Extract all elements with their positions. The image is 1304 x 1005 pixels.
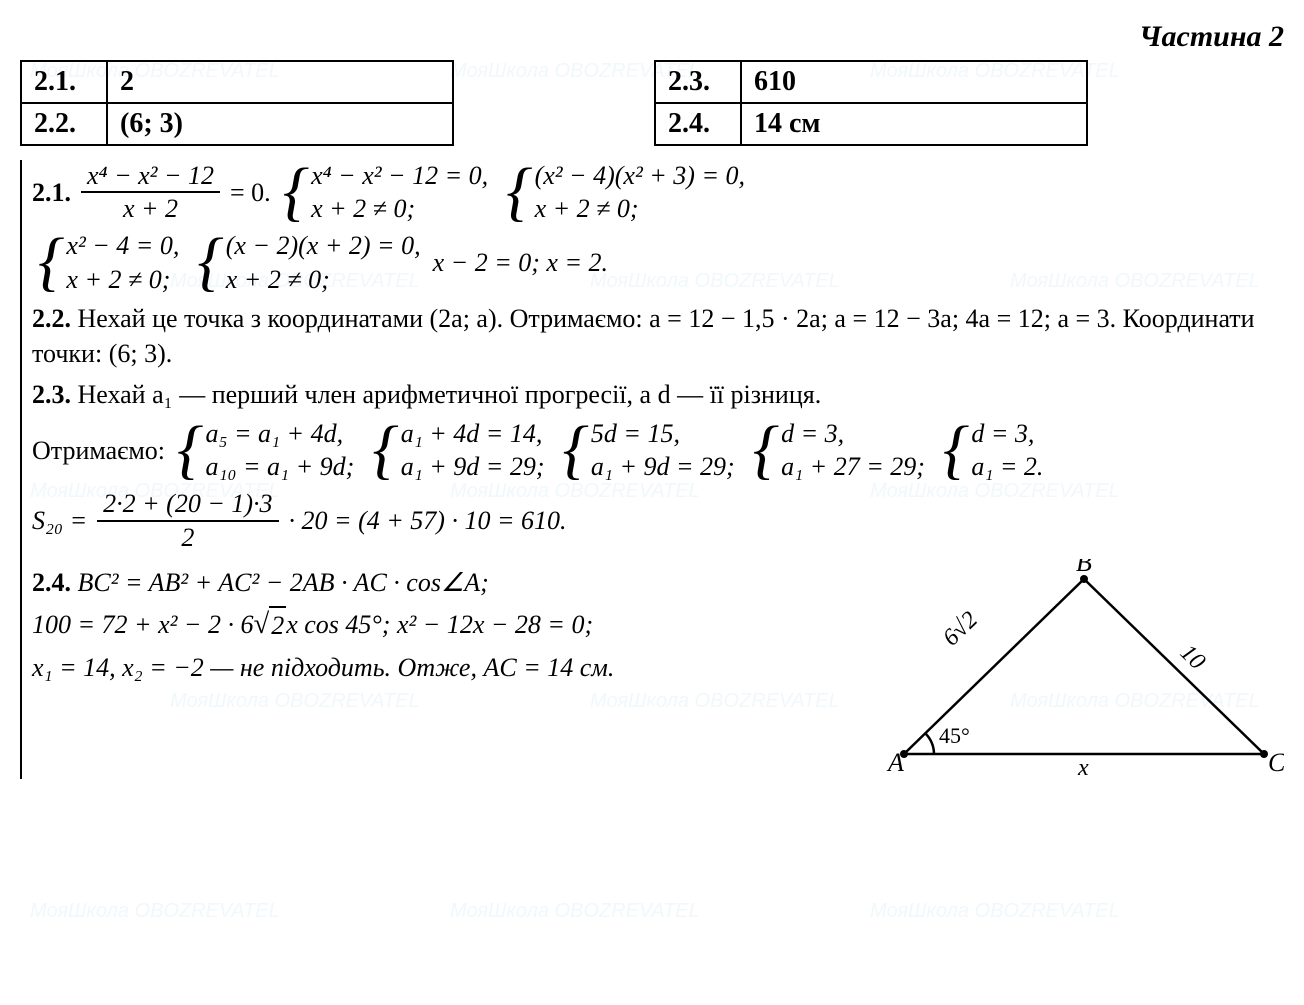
numerator: x⁴ − x² − 12 <box>81 160 220 193</box>
problem-label: 2.1. <box>32 177 71 208</box>
solution-2-4: 2.4. BC² = AB² + AC² − 2AB · AC · cos∠A;… <box>32 559 1284 779</box>
problem-label: 2.4. <box>32 568 71 597</box>
solution-2-3-s20: S₂₀ = 2·2 + (20 − 1)·3 2 · 20 = (4 + 57)… <box>32 488 1284 552</box>
solution-2-4-text: 2.4. BC² = AB² + AC² − 2AB · AC · cos∠A;… <box>32 559 874 692</box>
brace-icon: { <box>563 424 589 477</box>
system: { 5d = 15, a₁ + 9d = 29; <box>563 418 735 482</box>
answer-val: 2 <box>107 61 453 103</box>
system: { d = 3, a₁ + 27 = 29; <box>753 418 925 482</box>
system-bot: a₁ + 9d = 29; <box>401 451 545 482</box>
system-top: a₅ = a₁ + 4d, <box>205 418 354 449</box>
answer-tables: 2.1. 2 2.2. (6; 3) 2.3. 610 2.4. 14 см <box>20 60 1284 146</box>
equation-part: x cos 45°; x² − 12x − 28 = 0; <box>286 610 593 639</box>
side-label: 10 <box>1175 639 1210 674</box>
solution-2-4-line-2: 100 = 72 + x² − 2 · 6√2x cos 45°; x² − 1… <box>32 606 874 645</box>
solution-2-4-line-1: 2.4. BC² = AB² + AC² − 2AB · AC · cos∠A; <box>32 565 874 600</box>
system-bot: a₁ = 2. <box>971 451 1043 482</box>
answer-key: 2.3. <box>655 61 741 103</box>
answer-key: 2.1. <box>21 61 107 103</box>
system-bot: x + 2 ≠ 0; <box>66 264 179 295</box>
radicand: 2 <box>269 606 286 643</box>
system: { (x − 2)(x + 2) = 0, x + 2 ≠ 0; <box>197 230 420 294</box>
system-top: 5d = 15, <box>591 418 735 449</box>
denominator: x + 2 <box>117 193 184 224</box>
system-top: (x − 2)(x + 2) = 0, <box>226 230 421 261</box>
brace-icon: { <box>753 424 779 477</box>
system-top: (x² − 4)(x² + 3) = 0, <box>535 160 745 191</box>
fraction: 2·2 + (20 − 1)·3 2 <box>97 488 278 552</box>
system-bot: a₁ + 9d = 29; <box>591 451 735 482</box>
vertex-label: C <box>1268 748 1284 777</box>
system: { a₁ + 4d = 14, a₁ + 9d = 29; <box>372 418 544 482</box>
table-row: 2.3. 610 <box>655 61 1087 103</box>
equation: BC² = AB² + AC² − 2AB · AC · cos∠A; <box>78 568 489 597</box>
s20-label: S₂₀ = <box>32 505 87 536</box>
watermark-text: МояШкола OBOZREVATEL <box>450 900 700 923</box>
brace-icon: { <box>38 236 64 289</box>
system: { d = 3, a₁ = 2. <box>943 418 1044 482</box>
vertex-label: A <box>886 748 904 777</box>
table-row: 2.2. (6; 3) <box>21 103 453 145</box>
equation: x₁ = 14, x₂ = −2 — не підходить. Отже, A… <box>32 653 614 682</box>
system-bot: a₁₀ = a₁ + 9d; <box>205 451 354 482</box>
solution-text: Нехай a₁ — перший член арифметичної прог… <box>78 380 822 409</box>
brace-icon: { <box>372 424 398 477</box>
result: x − 2 = 0; x = 2. <box>433 247 608 278</box>
solution-2-3-systems: Отримаємо: { a₅ = a₁ + 4d, a₁₀ = a₁ + 9d… <box>32 418 1284 482</box>
system-bot: x + 2 ≠ 0; <box>311 193 488 224</box>
solution-2-4-line-3: x₁ = 14, x₂ = −2 — не підходить. Отже, A… <box>32 650 874 685</box>
answer-table-left: 2.1. 2 2.2. (6; 3) <box>20 60 454 146</box>
part-title: Частина 2 <box>20 20 1284 54</box>
watermark-text: МояШкола OBOZREVATEL <box>30 900 280 923</box>
solution-2-2: 2.2. Нехай це точка з координатами (2a; … <box>32 301 1284 371</box>
equation-part: 100 = 72 + x² − 2 · 6 <box>32 610 253 639</box>
lead-text: Отримаємо: <box>32 435 165 466</box>
vertex-label: B <box>1076 559 1092 577</box>
answer-key: 2.2. <box>21 103 107 145</box>
solution-text: Нехай це точка з координатами (2a; a). О… <box>32 304 1255 368</box>
denominator: 2 <box>175 522 200 553</box>
triangle-diagram: A B C 6√2 10 x 45° <box>884 559 1284 779</box>
system: { x² − 4 = 0, x + 2 ≠ 0; <box>38 230 179 294</box>
answer-table-right: 2.3. 610 2.4. 14 см <box>654 60 1088 146</box>
system-bot: x + 2 ≠ 0; <box>226 264 421 295</box>
solution-2-3-intro: 2.3. Нехай a₁ — перший член арифметичної… <box>32 377 1284 412</box>
s20-tail: · 20 = (4 + 57) · 10 = 610. <box>289 505 567 536</box>
system: { x⁴ − x² − 12 = 0, x + 2 ≠ 0; <box>283 160 488 224</box>
system-bot: a₁ + 27 = 29; <box>781 451 925 482</box>
problem-label: 2.2. <box>32 304 71 333</box>
brace-icon: { <box>197 236 223 289</box>
system-top: d = 3, <box>781 418 925 449</box>
system: { (x² − 4)(x² + 3) = 0, x + 2 ≠ 0; <box>506 160 745 224</box>
side-label: x <box>1077 755 1089 779</box>
solutions: 2.1. x⁴ − x² − 12 x + 2 = 0. { x⁴ − x² −… <box>20 160 1284 779</box>
radical-icon: √ <box>253 606 269 645</box>
system-top: d = 3, <box>971 418 1043 449</box>
system: { a₅ = a₁ + 4d, a₁₀ = a₁ + 9d; <box>177 418 354 482</box>
numerator: 2·2 + (20 − 1)·3 <box>97 488 278 521</box>
brace-icon: { <box>177 424 203 477</box>
table-row: 2.1. 2 <box>21 61 453 103</box>
answer-key: 2.4. <box>655 103 741 145</box>
answer-val: 14 см <box>741 103 1087 145</box>
table-row: 2.4. 14 см <box>655 103 1087 145</box>
system-top: x² − 4 = 0, <box>66 230 179 261</box>
solution-2-1-line-2: { x² − 4 = 0, x + 2 ≠ 0; { (x − 2)(x + 2… <box>32 230 1284 294</box>
system-top: x⁴ − x² − 12 = 0, <box>311 160 488 191</box>
brace-icon: { <box>506 166 532 219</box>
side-label: 6√2 <box>938 607 983 652</box>
system-top: a₁ + 4d = 14, <box>401 418 545 449</box>
problem-label: 2.3. <box>32 380 71 409</box>
angle-label: 45° <box>939 723 970 748</box>
answer-val: (6; 3) <box>107 103 453 145</box>
solution-2-1-line-1: 2.1. x⁴ − x² − 12 x + 2 = 0. { x⁴ − x² −… <box>32 160 1284 224</box>
brace-icon: { <box>943 424 969 477</box>
answer-val: 610 <box>741 61 1087 103</box>
system-bot: x + 2 ≠ 0; <box>535 193 745 224</box>
sqrt: √2 <box>253 606 286 645</box>
watermark-text: МояШкола OBOZREVATEL <box>870 900 1120 923</box>
fraction: x⁴ − x² − 12 x + 2 <box>81 160 220 224</box>
eq-zero: = 0. <box>230 177 271 208</box>
brace-icon: { <box>283 166 309 219</box>
